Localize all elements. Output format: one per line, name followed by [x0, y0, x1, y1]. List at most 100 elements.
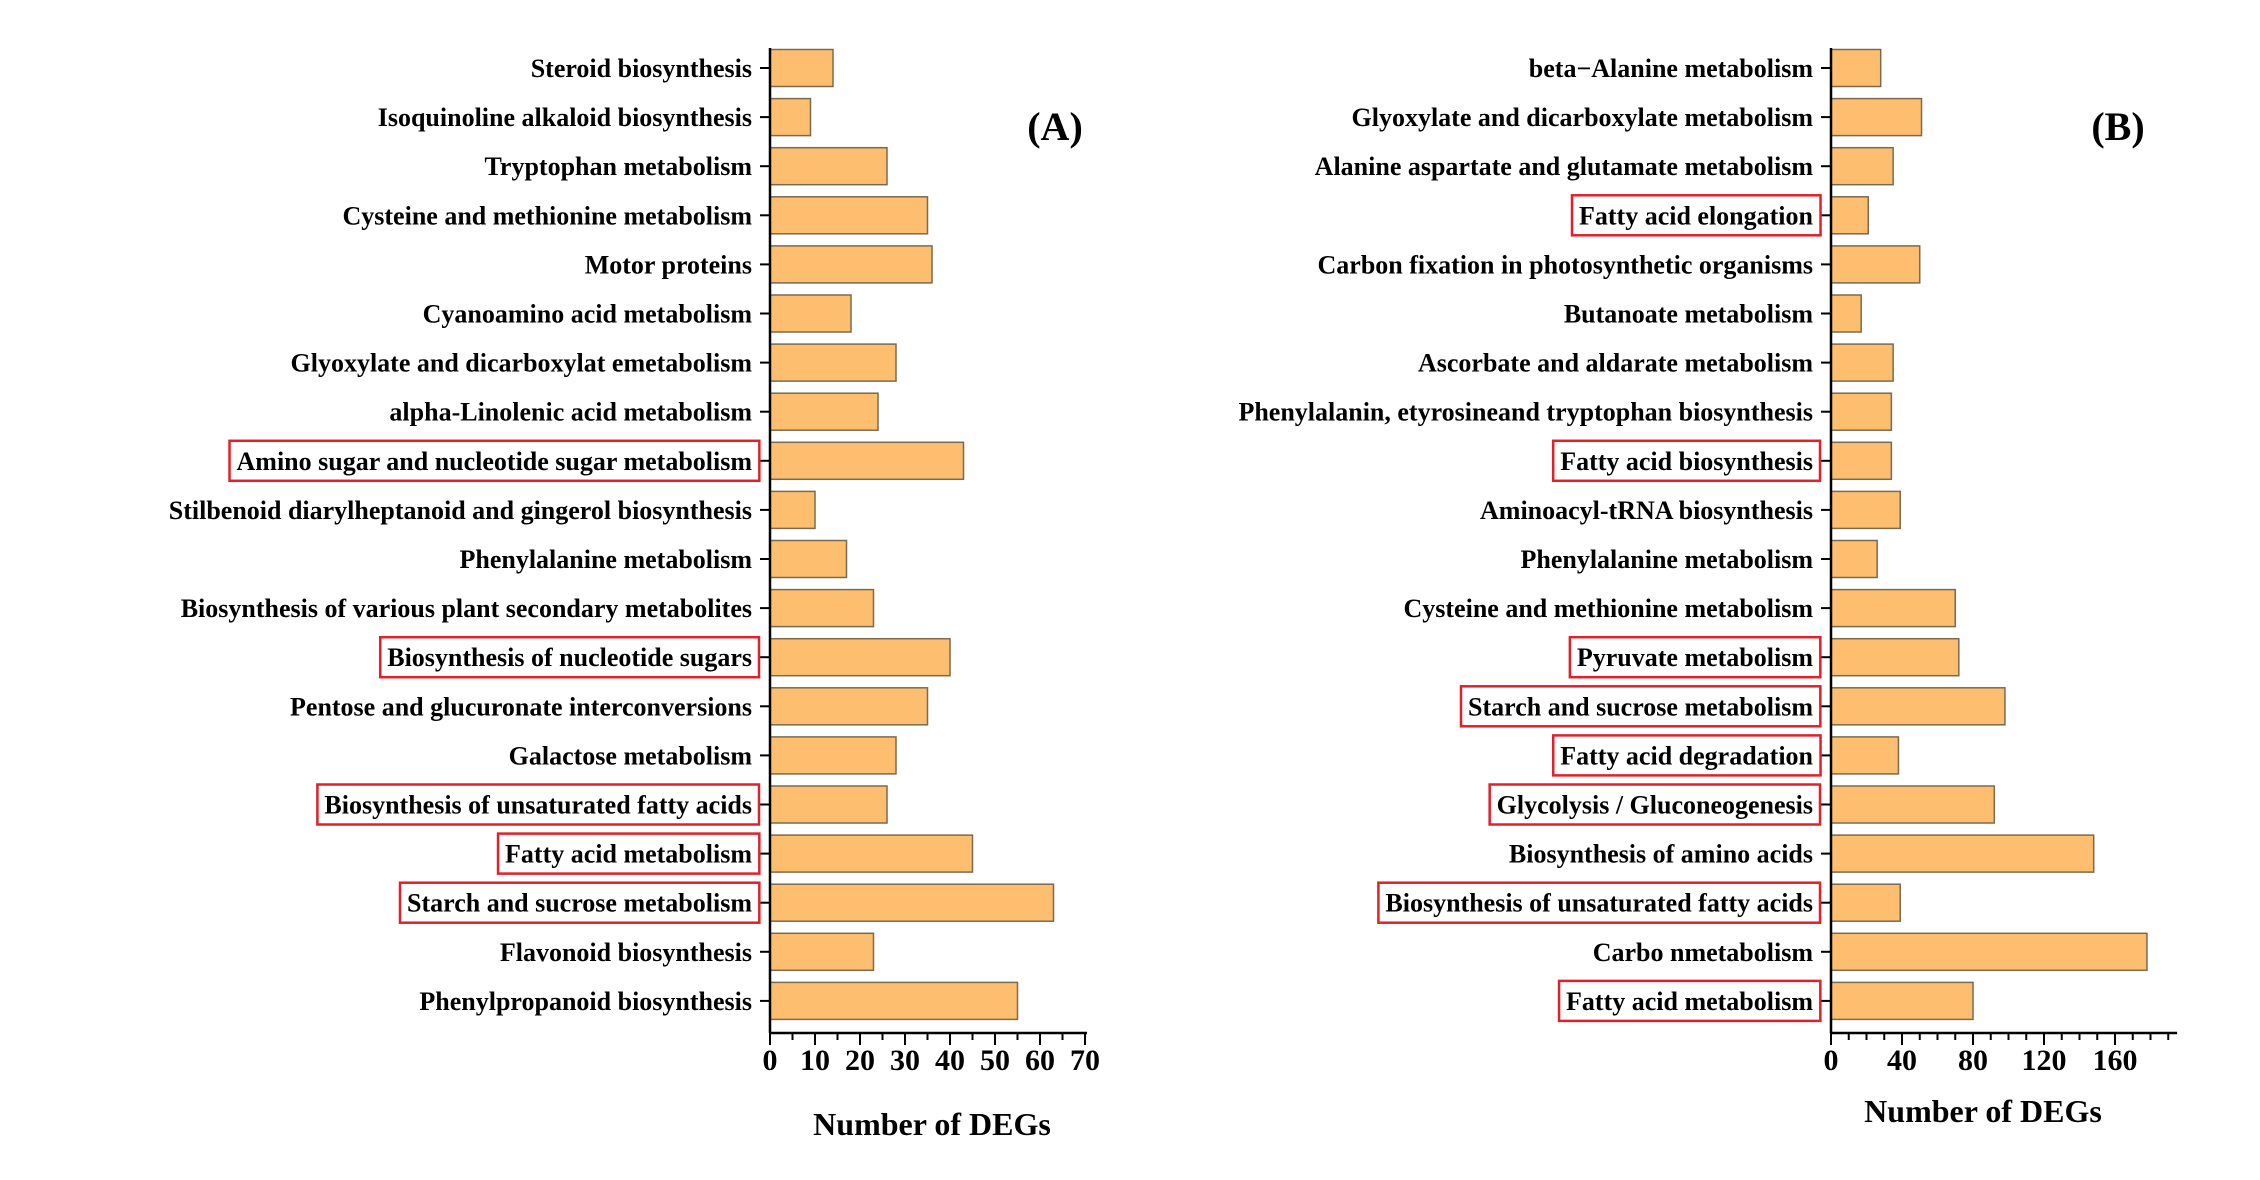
- panel-a-chart: Steroid biosynthesis Isoquinoline alkaloi…: [169, 48, 1100, 1142]
- x-tick-label-b-0: 0: [1824, 1044, 1839, 1077]
- x-tick-label-b-4: 160: [2093, 1044, 2138, 1077]
- category-label-a-3: Cysteine and methionine metabolism: [343, 201, 753, 230]
- category-label-a-2: Tryptophan metabolism: [485, 152, 753, 181]
- x-tick-label-a-2: 20: [845, 1044, 875, 1077]
- bar-b-15: [1830, 785, 1996, 824]
- bar-b-14: [1830, 736, 1900, 775]
- category-label-a-7: alpha-Linolenic acid metabolism: [389, 398, 752, 427]
- bar-a-2: [769, 146, 888, 186]
- category-label-a-5: Cyanoamino acid metabolism: [423, 300, 753, 329]
- bar-a-17: [769, 883, 1055, 922]
- category-label-a-16: Fatty acid metabolism: [505, 840, 752, 869]
- x-axis-title-a: Number of DEGs: [813, 1106, 1051, 1142]
- bar-b-19: [1830, 981, 1974, 1021]
- category-label-b-5: Butanoate metabolism: [1564, 300, 1814, 329]
- bar-b-9: [1830, 490, 1901, 530]
- x-tick-label-a-6: 60: [1025, 1044, 1055, 1077]
- bar-a-13: [769, 687, 929, 726]
- bar-a-10: [769, 539, 848, 579]
- category-label-a-15: Biosynthesis of unsaturated fatty acids: [324, 791, 752, 820]
- category-label-a-13: Pentose and glucuronate interconversions: [290, 692, 752, 721]
- bar-b-10: [1830, 539, 1878, 579]
- category-label-b-19: Fatty acid metabolism: [1566, 987, 1813, 1016]
- bar-a-6: [769, 343, 897, 382]
- x-tick-label-a-3: 30: [890, 1044, 920, 1077]
- x-axis-title-b: Number of DEGs: [1864, 1093, 2102, 1129]
- category-label-b-6: Ascorbate and aldarate metabolism: [1418, 349, 1813, 378]
- x-tick-label-b-2: 80: [1958, 1044, 1988, 1077]
- highlight-box-a-17: [398, 881, 761, 924]
- category-label-a-19: Phenylpropanoid biosynthesis: [419, 987, 752, 1016]
- category-label-b-2: Alanine aspartate and glutamate metaboli…: [1315, 152, 1814, 181]
- category-label-a-6: Glyoxylate and dicarboxylat emetabolism: [291, 349, 753, 378]
- bar-b-6: [1830, 343, 1894, 382]
- category-label-b-3: Fatty acid elongation: [1579, 201, 1814, 230]
- x-tick-label-a-1: 10: [800, 1044, 830, 1077]
- bar-b-11: [1830, 588, 1956, 628]
- bar-b-4: [1830, 245, 1921, 284]
- category-label-a-10: Phenylalanine metabolism: [459, 545, 752, 574]
- panel-label-b: (B): [2091, 104, 2144, 149]
- highlight-box-b-12: [1568, 635, 1822, 679]
- bar-a-14: [769, 736, 897, 775]
- highlight-box-b-13: [1459, 685, 1822, 728]
- category-label-b-7: Phenylalanin, etyrosineand tryptophan bi…: [1238, 398, 1813, 427]
- bar-a-11: [769, 588, 875, 628]
- bar-a-16: [769, 834, 974, 873]
- panel-label-a: (A): [1027, 104, 1083, 149]
- category-label-a-12: Biosynthesis of nucleotide sugars: [387, 643, 752, 672]
- category-label-a-4: Motor proteins: [585, 250, 752, 279]
- category-label-b-13: Starch and sucrose metabolism: [1468, 692, 1813, 721]
- category-label-a-11: Biosynthesis of various plant secondary …: [181, 594, 752, 623]
- category-label-a-18: Flavonoid biosynthesis: [500, 938, 752, 967]
- bar-b-17: [1830, 883, 1901, 922]
- category-label-a-0: Steroid biosynthesis: [531, 54, 752, 83]
- bar-a-0: [769, 48, 834, 88]
- category-label-b-18: Carbo nmetabolism: [1593, 938, 1814, 967]
- category-label-b-17: Biosynthesis of unsaturated fatty acids: [1385, 889, 1813, 918]
- highlight-box-b-15: [1488, 783, 1822, 826]
- x-tick-label-a-7: 70: [1070, 1044, 1100, 1077]
- category-label-b-14: Fatty acid degradation: [1560, 741, 1813, 770]
- x-tick-label-a-4: 40: [935, 1044, 965, 1077]
- bar-a-19: [769, 981, 1019, 1021]
- bar-a-18: [769, 932, 875, 972]
- highlight-box-b-17: [1377, 881, 1822, 924]
- bar-b-7: [1830, 392, 1893, 431]
- bar-b-3: [1830, 196, 1870, 235]
- highlight-box-b-14: [1551, 734, 1822, 777]
- bar-a-1: [769, 97, 812, 137]
- bar-a-9: [769, 490, 816, 530]
- bar-b-0: [1830, 48, 1882, 88]
- category-label-b-0: beta−Alanine metabolism: [1529, 54, 1814, 83]
- category-label-a-17: Starch and sucrose metabolism: [407, 889, 752, 918]
- panel-b-chart: beta−Alanine metabolism Glyoxylate and di…: [1238, 48, 2178, 1129]
- bar-b-18: [1830, 932, 2148, 972]
- bar-a-7: [769, 392, 879, 431]
- bar-b-12: [1830, 637, 1960, 677]
- bar-b-5: [1830, 294, 1862, 333]
- highlight-box-b-8: [1551, 439, 1822, 483]
- highlight-box-a-8: [228, 439, 761, 483]
- highlight-box-b-19: [1557, 979, 1822, 1023]
- bar-a-3: [769, 196, 929, 235]
- highlight-box-b-3: [1570, 194, 1822, 237]
- category-label-b-12: Pyruvate metabolism: [1577, 643, 1813, 672]
- category-label-b-11: Cysteine and methionine metabolism: [1404, 594, 1814, 623]
- category-label-a-14: Galactose metabolism: [509, 741, 753, 770]
- bar-a-12: [769, 637, 951, 677]
- bar-a-5: [769, 294, 852, 333]
- category-label-b-8: Fatty acid biosynthesis: [1560, 447, 1813, 476]
- x-tick-label-b-1: 40: [1887, 1044, 1917, 1077]
- bar-b-2: [1830, 146, 1894, 186]
- x-tick-label-a-0: 0: [763, 1044, 778, 1077]
- bar-a-8: [769, 441, 965, 481]
- category-label-a-9: Stilbenoid diarylheptanoid and gingerol …: [169, 496, 752, 525]
- category-label-b-4: Carbon fixation in photosynthetic organi…: [1318, 250, 1814, 279]
- category-label-b-16: Biosynthesis of amino acids: [1509, 840, 1813, 869]
- bar-b-16: [1830, 834, 2095, 873]
- category-label-a-8: Amino sugar and nucleotide sugar metabol…: [237, 447, 753, 476]
- bar-a-15: [769, 785, 888, 824]
- highlight-box-a-12: [378, 635, 761, 679]
